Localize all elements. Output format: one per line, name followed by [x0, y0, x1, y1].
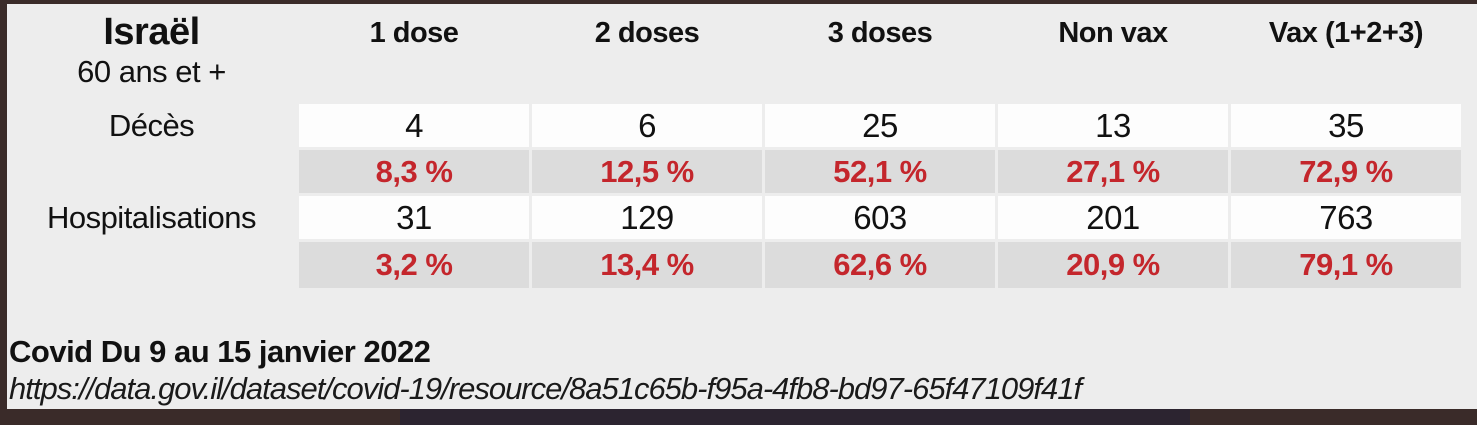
count-cell: 201	[998, 196, 1228, 239]
row-label-deces: Décès	[108, 107, 195, 143]
table-title-block: Israël 60 ans et +	[7, 4, 296, 101]
percent-cell: 79,1 %	[1231, 242, 1461, 288]
percent-cell: 52,1 %	[765, 150, 995, 193]
column-header-nonvax: Non vax	[1058, 17, 1168, 49]
table-title: Israël	[103, 11, 200, 53]
count-cell: 31	[299, 196, 529, 239]
percent-cell: 72,9 %	[1231, 150, 1461, 193]
count-cell: 25	[765, 104, 995, 147]
percent-cell: 20,9 %	[998, 242, 1228, 288]
percent-cell: 8,3 %	[299, 150, 529, 193]
percent-cell: 27,1 %	[998, 150, 1228, 193]
count-cell: 4	[299, 104, 529, 147]
column-header-vax-total: Vax (1+2+3)	[1268, 17, 1424, 49]
count-cell: 35	[1231, 104, 1461, 147]
count-cell: 763	[1231, 196, 1461, 239]
percent-cell: 62,6 %	[765, 242, 995, 288]
percent-cell: 12,5 %	[532, 150, 762, 193]
frame-edge-bottom	[0, 409, 1477, 425]
frame-edge-bottom-dark-segment	[400, 409, 1190, 425]
column-header-1dose: 1 dose	[369, 17, 459, 49]
row-label-spacer	[7, 150, 296, 193]
column-header-2doses: 2 doses	[594, 17, 700, 49]
footer-title: Covid Du 9 au 15 janvier 2022	[9, 334, 431, 369]
percent-cell: 3,2 %	[299, 242, 529, 288]
table-subtitle: 60 ans et +	[77, 54, 226, 89]
frame-edge-top	[0, 0, 1477, 4]
count-cell: 129	[532, 196, 762, 239]
row-label-hospitalisations: Hospitalisations	[46, 199, 257, 235]
count-cell: 603	[765, 196, 995, 239]
vaccination-stats-table: Israël 60 ans et + 1 dose 2 doses 3 dose…	[7, 4, 1461, 288]
column-header-3doses: 3 doses	[827, 17, 933, 49]
percent-cell: 13,4 %	[532, 242, 762, 288]
source-url: https://data.gov.il/dataset/covid-19/res…	[9, 371, 1082, 406]
count-cell: 13	[998, 104, 1228, 147]
row-label-spacer	[7, 242, 296, 288]
frame-edge-left	[0, 0, 7, 425]
count-cell: 6	[532, 104, 762, 147]
